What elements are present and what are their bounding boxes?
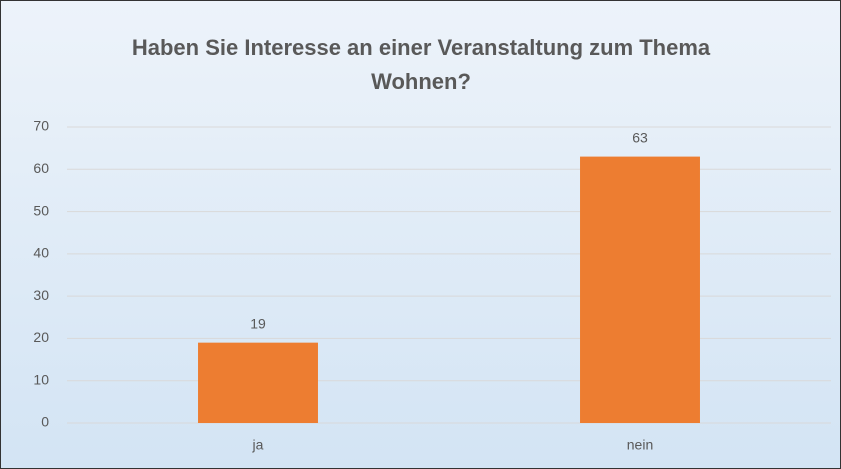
x-tick-label: ja	[252, 437, 264, 453]
x-tick-label: nein	[627, 437, 653, 453]
y-tick-label: 40	[33, 245, 49, 261]
chart-title: Haben Sie Interesse an einer Veranstaltu…	[131, 35, 711, 94]
y-tick-label: 30	[33, 287, 49, 303]
y-tick-label: 70	[33, 118, 49, 134]
data-label: 63	[632, 129, 648, 145]
y-tick-label: 20	[33, 329, 49, 345]
y-tick-label: 60	[33, 160, 49, 176]
y-tick-label: 10	[33, 371, 49, 387]
y-tick-label: 0	[41, 414, 49, 430]
bar	[198, 342, 318, 423]
bar	[580, 156, 700, 423]
data-label: 19	[250, 315, 266, 331]
y-tick-label: 50	[33, 202, 49, 218]
